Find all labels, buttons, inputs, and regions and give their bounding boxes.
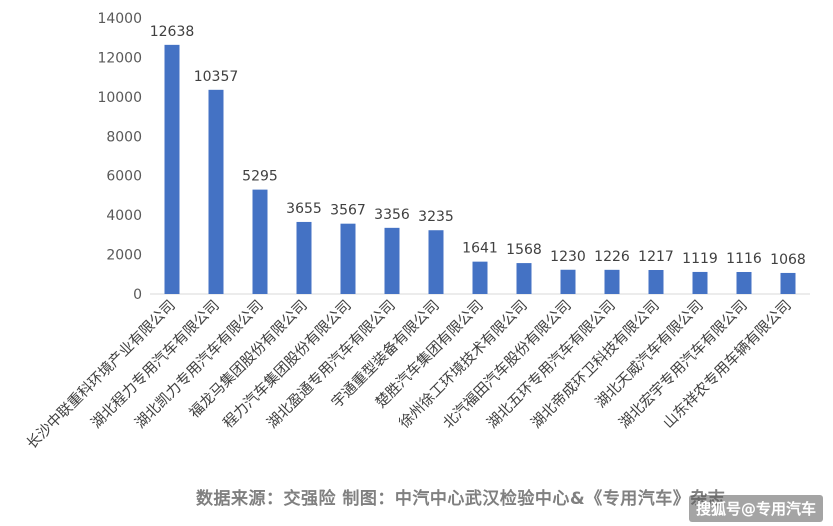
data-label: 1068 — [770, 252, 806, 268]
bar — [164, 44, 180, 294]
y-tick-label: 4000 — [106, 208, 142, 224]
bar — [736, 271, 752, 294]
data-label: 3655 — [286, 201, 322, 217]
data-label: 1119 — [682, 251, 718, 267]
bar — [428, 230, 444, 294]
data-label: 1230 — [550, 249, 586, 265]
bar — [560, 269, 576, 294]
bar — [340, 223, 356, 294]
y-tick-label: 6000 — [106, 169, 142, 185]
data-label: 1217 — [638, 249, 674, 265]
y-tick-label: 2000 — [106, 248, 142, 264]
data-label: 1116 — [726, 251, 762, 267]
bar — [252, 189, 268, 294]
bar — [648, 270, 664, 294]
y-tick-label: 0 — [133, 287, 142, 303]
data-label: 3567 — [330, 203, 366, 219]
data-source-caption: 数据来源：交强险 制图：中汽中心武汉检验中心&《专用汽车》杂志 — [196, 489, 726, 509]
y-tick-label: 8000 — [106, 129, 142, 145]
data-label: 1641 — [462, 241, 498, 257]
data-label: 3235 — [418, 209, 454, 225]
bar — [384, 227, 400, 294]
bar — [604, 269, 620, 294]
bar — [472, 261, 488, 294]
data-label: 10357 — [194, 69, 239, 85]
sohu-watermark: 搜狐号@专用汽车 — [688, 495, 823, 522]
bar — [692, 271, 708, 294]
data-label: 1568 — [506, 242, 542, 258]
y-tick-label: 12000 — [97, 50, 142, 66]
data-label: 5295 — [242, 169, 278, 185]
bar — [208, 89, 224, 294]
bar — [516, 263, 532, 294]
data-label: 3356 — [374, 207, 410, 223]
bar — [296, 221, 312, 294]
y-tick-label: 14000 — [97, 11, 142, 27]
data-label: 1226 — [594, 249, 630, 265]
y-tick-label: 10000 — [97, 90, 142, 106]
data-label: 12638 — [150, 24, 195, 40]
bar — [780, 272, 796, 294]
